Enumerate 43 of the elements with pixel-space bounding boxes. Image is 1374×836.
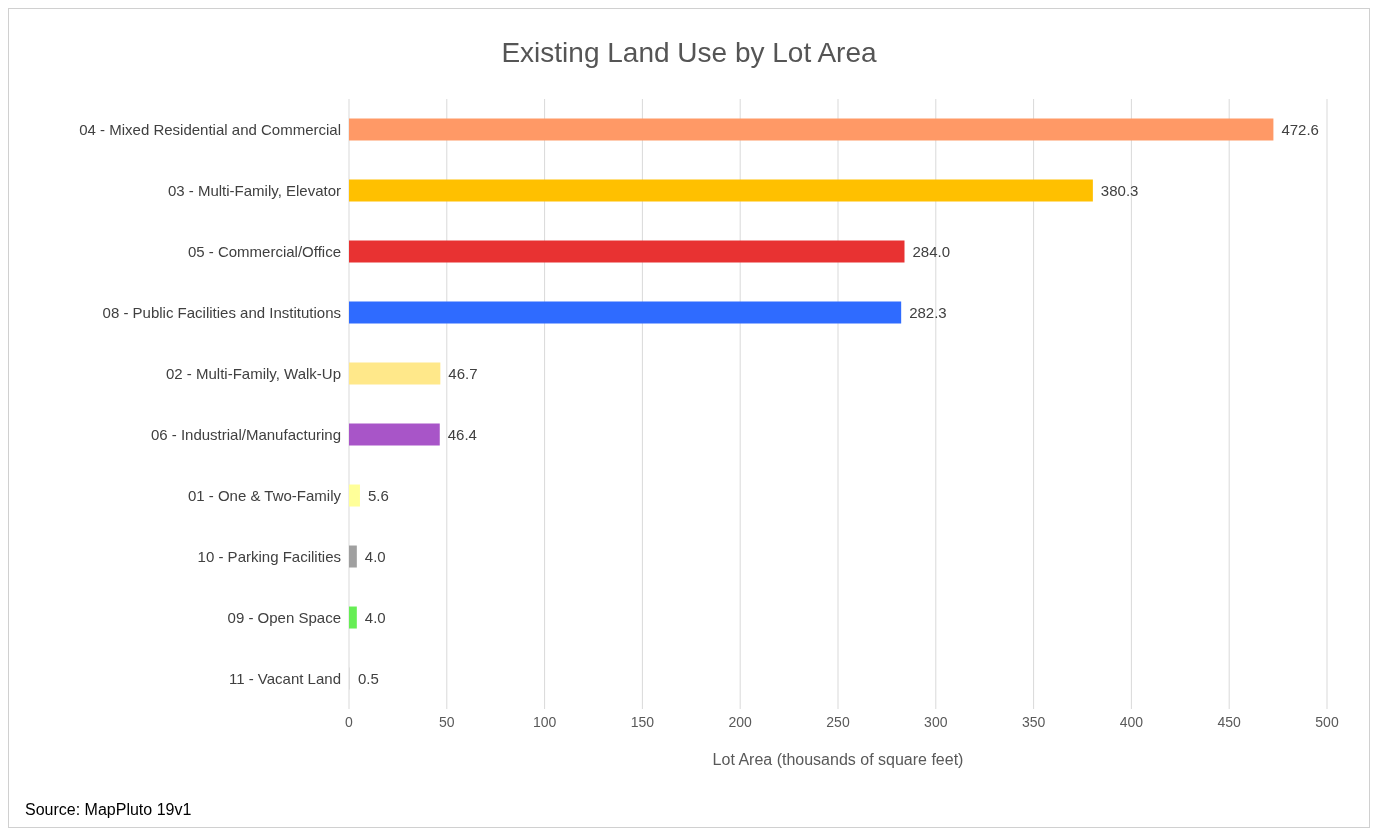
x-tick-label: 200 (728, 713, 753, 730)
data-label: 284.0 (912, 242, 951, 260)
x-tick-label: 350 (1021, 713, 1046, 730)
y-tick-label: 04 - Mixed Residential and Commercial (79, 120, 341, 138)
bar (349, 362, 441, 385)
x-tick-label: 250 (826, 713, 850, 730)
x-tick-label: 100 (532, 713, 557, 730)
data-label: 46.7 (448, 364, 478, 382)
x-tick-label: 150 (630, 713, 655, 730)
x-tick-label: 50 (439, 713, 455, 730)
y-tick-label: 01 - One & Two-Family (187, 486, 342, 504)
data-label: 472.6 (1281, 120, 1319, 138)
x-tick-label: 500 (1315, 713, 1339, 730)
bar (349, 423, 440, 446)
bar (349, 240, 905, 263)
data-label: 282.3 (909, 303, 947, 321)
bar (349, 545, 357, 568)
data-label: 0.5 (357, 669, 379, 687)
y-tick-label: 09 - Open Space (227, 608, 341, 626)
bar (349, 179, 1093, 202)
x-tick-label: 0 (345, 713, 354, 730)
bar (349, 606, 357, 629)
y-tick-label: 05 - Commercial/Office (187, 242, 341, 260)
data-label: 4.0 (364, 608, 386, 626)
x-tick-label: 450 (1217, 713, 1242, 730)
x-tick-label: 400 (1119, 713, 1144, 730)
chart-title: Existing Land Use by Lot Area (500, 37, 878, 69)
y-tick-label: 11 - Vacant Land (228, 669, 341, 687)
data-label: 4.0 (364, 547, 386, 565)
y-tick-label: 02 - Multi-Family, Walk-Up (165, 364, 341, 382)
x-axis-title: Lot Area (thousands of square feet) (712, 751, 964, 768)
source-note: Source: MapPluto 19v1 (25, 801, 192, 819)
bar (349, 484, 360, 507)
y-tick-label: 10 - Parking Facilities (197, 547, 341, 565)
data-label: 380.3 (1100, 181, 1139, 199)
y-tick-label: 08 - Public Facilities and Institutions (102, 303, 341, 321)
bar (349, 301, 902, 324)
y-tick-label: 03 - Multi-Family, Elevator (167, 181, 341, 199)
bar (349, 118, 1274, 141)
data-label: 46.4 (447, 425, 477, 443)
y-tick-label: 06 - Industrial/Manufacturing (150, 425, 341, 443)
data-label: 5.6 (367, 486, 389, 504)
x-tick-label: 300 (924, 713, 948, 730)
